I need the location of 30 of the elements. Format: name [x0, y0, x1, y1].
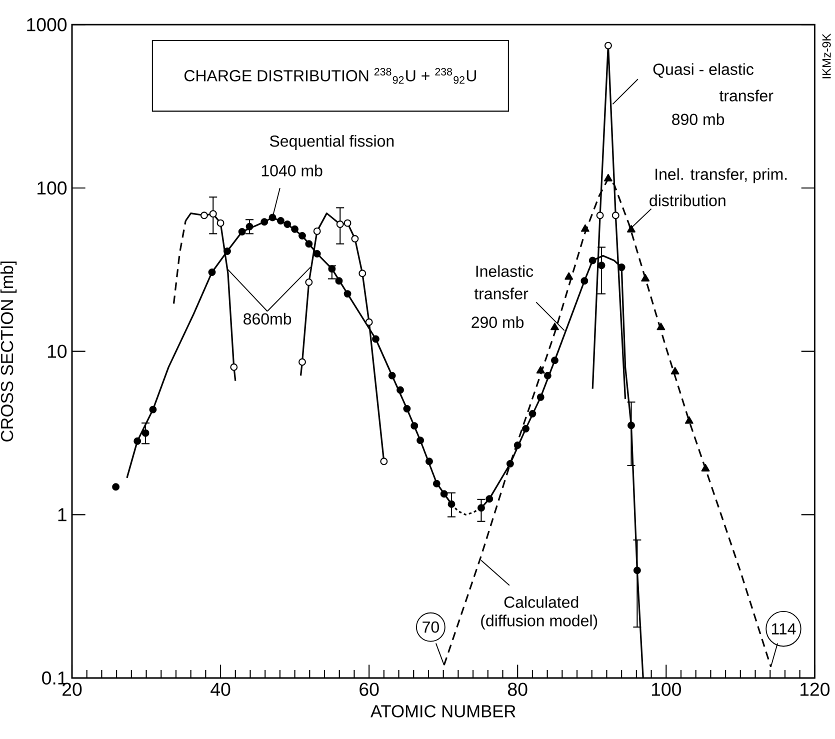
- text: IKMz-9K: [822, 33, 831, 78]
- annotation: Calculated: [504, 596, 578, 608]
- y-tick-label: 10: [48, 344, 67, 358]
- annotation: 890 mb: [672, 113, 724, 126]
- annotation: 114: [772, 623, 796, 634]
- text: CHARGE DISTRIBUTION $^{238}$$_{92}$U + $^{238}$$_{92}$U: [184, 68, 476, 84]
- annotation: 70: [422, 621, 439, 633]
- annotation: Quasi - elastic: [653, 63, 754, 78]
- x-tick-label: 80: [508, 682, 528, 696]
- x-tick-label: 40: [210, 682, 230, 696]
- y-axis-title: CROSS SECTION [mb]: [0, 262, 17, 442]
- annotation: Inelastic: [476, 265, 534, 277]
- x-tick-label: 60: [360, 682, 379, 696]
- annotation: 290 mb: [472, 316, 524, 328]
- annotation: (diffusion model): [481, 614, 598, 630]
- annotation: Inel. transfer, prim.: [656, 168, 787, 184]
- y-tick-label: 0.1: [42, 671, 66, 685]
- annotation: Sequential fission: [270, 135, 394, 150]
- y-tick-label: 1: [58, 508, 66, 522]
- x-axis-title: ATOMIC NUMBER: [370, 705, 516, 718]
- annotation: 1040 mb: [262, 164, 322, 176]
- y-tick-label: 1000: [27, 18, 67, 32]
- x-tick-label: 120: [800, 682, 830, 696]
- x-tick-label: 100: [652, 682, 681, 696]
- annotation: transfer: [474, 288, 528, 300]
- x-tick-label: 20: [62, 682, 82, 696]
- annotation: transfer: [719, 90, 774, 102]
- y-tick-label: 100: [38, 181, 67, 195]
- annotation: 860mb: [244, 312, 292, 325]
- annotation: distribution: [650, 194, 726, 206]
